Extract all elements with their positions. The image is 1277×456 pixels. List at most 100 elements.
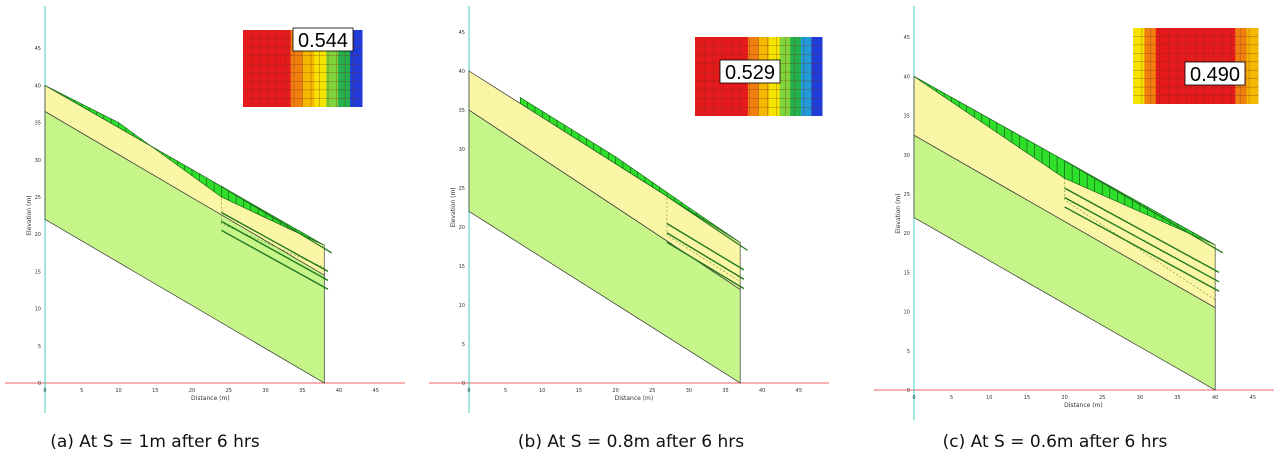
y-tick-label: 45 bbox=[904, 35, 910, 41]
y-axis-label: Elevation (m) bbox=[26, 195, 33, 235]
inset-cell bbox=[790, 37, 802, 116]
x-tick-label: 0 bbox=[467, 388, 470, 394]
nail bbox=[221, 220, 329, 281]
x-tick-label: 35 bbox=[722, 388, 728, 394]
panel: 0 5 10 15 20 25 30 35 40 45 0 5 10 15 20 25 30 35 40 45 Dist… bbox=[429, 6, 829, 452]
nail bbox=[1064, 160, 1224, 254]
inset-cell bbox=[705, 37, 717, 116]
factor-of-safety: 0.490 bbox=[1190, 64, 1240, 86]
x-tick-label: 45 bbox=[1250, 395, 1256, 401]
x-tick-label: 20 bbox=[1061, 395, 1067, 401]
x-tick-label: 10 bbox=[986, 395, 992, 401]
y-tick-label: 30 bbox=[35, 158, 41, 164]
y-tick-label: 0 bbox=[907, 388, 910, 394]
inset-cell bbox=[1133, 28, 1145, 104]
y-tick-label: 10 bbox=[904, 310, 910, 316]
nail bbox=[221, 211, 329, 273]
y-tick-label: 5 bbox=[38, 344, 41, 350]
x-tick-label: 40 bbox=[336, 388, 342, 394]
inset-cell bbox=[1155, 28, 1168, 104]
y-tick-label: 45 bbox=[459, 30, 465, 36]
inset-cell bbox=[254, 30, 268, 107]
nail bbox=[666, 195, 748, 251]
y-tick-label: 25 bbox=[35, 195, 41, 201]
x-tick-label: 40 bbox=[1212, 395, 1218, 401]
x-tick-label: 0 bbox=[43, 388, 46, 394]
x-tick-label: 0 bbox=[912, 395, 915, 401]
x-tick-label: 30 bbox=[686, 388, 692, 394]
y-tick-label: 35 bbox=[35, 121, 41, 127]
inset-cell bbox=[800, 37, 812, 116]
y-tick-label: 40 bbox=[35, 83, 41, 89]
x-tick-label: 15 bbox=[1024, 395, 1030, 401]
x-tick-label: 25 bbox=[1099, 395, 1105, 401]
inset-cell bbox=[779, 37, 791, 116]
y-tick-label: 30 bbox=[904, 153, 910, 159]
x-tick-label: 15 bbox=[576, 388, 582, 394]
y-tick-label: 15 bbox=[35, 269, 41, 275]
nail bbox=[666, 222, 745, 271]
x-tick-label: 40 bbox=[759, 388, 765, 394]
y-tick-label: 40 bbox=[904, 74, 910, 80]
x-axis-label: Distance (m) bbox=[615, 395, 654, 402]
inset-cell bbox=[1144, 28, 1157, 104]
x-tick-label: 10 bbox=[539, 388, 545, 394]
x-tick-label: 25 bbox=[649, 388, 655, 394]
y-axis-label: Elevation (m) bbox=[895, 193, 902, 233]
inset-cell bbox=[278, 30, 292, 107]
factor-of-safety: 0.529 bbox=[725, 62, 775, 84]
inset-cell bbox=[266, 30, 280, 107]
y-tick-label: 20 bbox=[35, 232, 41, 238]
x-tick-label: 15 bbox=[152, 388, 158, 394]
inset-cell bbox=[1246, 28, 1259, 104]
caption: (c) At S = 0.6m after 6 hrs bbox=[943, 432, 1168, 452]
inset-cell bbox=[695, 37, 707, 116]
panel: 0 5 10 15 20 25 30 35 40 45 0 5 10 15 20 25 30 35 40 45 Dist… bbox=[5, 6, 405, 452]
nail-zone bbox=[221, 185, 325, 269]
fos-box bbox=[292, 27, 354, 52]
x-tick-label: 25 bbox=[226, 388, 232, 394]
y-tick-label: 20 bbox=[459, 225, 465, 231]
nail bbox=[221, 229, 329, 290]
x-tick-label: 5 bbox=[950, 395, 953, 401]
inset-cell bbox=[1167, 28, 1179, 104]
x-tick-label: 5 bbox=[80, 388, 83, 394]
factor-of-safety: 0.544 bbox=[298, 30, 348, 52]
fos-box bbox=[719, 59, 781, 84]
y-tick-label: 25 bbox=[459, 186, 465, 192]
y-tick-label: 25 bbox=[904, 192, 910, 198]
x-tick-label: 30 bbox=[1137, 395, 1143, 401]
x-tick-label: 45 bbox=[373, 388, 379, 394]
inset-cell bbox=[243, 30, 256, 107]
x-axis-label: Distance (m) bbox=[191, 395, 230, 402]
x-tick-label: 20 bbox=[612, 388, 618, 394]
nail bbox=[221, 185, 332, 254]
caption: (b) At S = 0.8m after 6 hrs bbox=[518, 432, 744, 452]
y-tick-label: 40 bbox=[459, 69, 465, 75]
y-tick-label: 35 bbox=[459, 108, 465, 114]
y-axis-label: Elevation (m) bbox=[450, 187, 457, 227]
x-axis-label: Distance (m) bbox=[1064, 402, 1103, 409]
y-tick-label: 10 bbox=[459, 303, 465, 309]
caption: (a) At S = 1m after 6 hrs bbox=[50, 432, 260, 452]
x-tick-label: 30 bbox=[262, 388, 268, 394]
x-tick-label: 20 bbox=[189, 388, 195, 394]
nail-zone bbox=[1064, 160, 1216, 301]
x-tick-label: 10 bbox=[115, 388, 121, 394]
nail bbox=[666, 241, 745, 290]
fos-box bbox=[1184, 61, 1246, 86]
x-tick-label: 45 bbox=[796, 388, 802, 394]
y-tick-label: 5 bbox=[462, 342, 465, 348]
x-tick-label: 35 bbox=[299, 388, 305, 394]
y-tick-label: 15 bbox=[904, 270, 910, 276]
nail bbox=[1064, 187, 1220, 274]
inset-cell bbox=[811, 37, 823, 116]
nail bbox=[1064, 196, 1220, 283]
y-tick-label: 45 bbox=[35, 46, 41, 52]
y-tick-label: 5 bbox=[907, 349, 910, 355]
inset-cell bbox=[1178, 28, 1191, 104]
y-tick-label: 35 bbox=[904, 114, 910, 120]
y-tick-label: 30 bbox=[459, 147, 465, 153]
